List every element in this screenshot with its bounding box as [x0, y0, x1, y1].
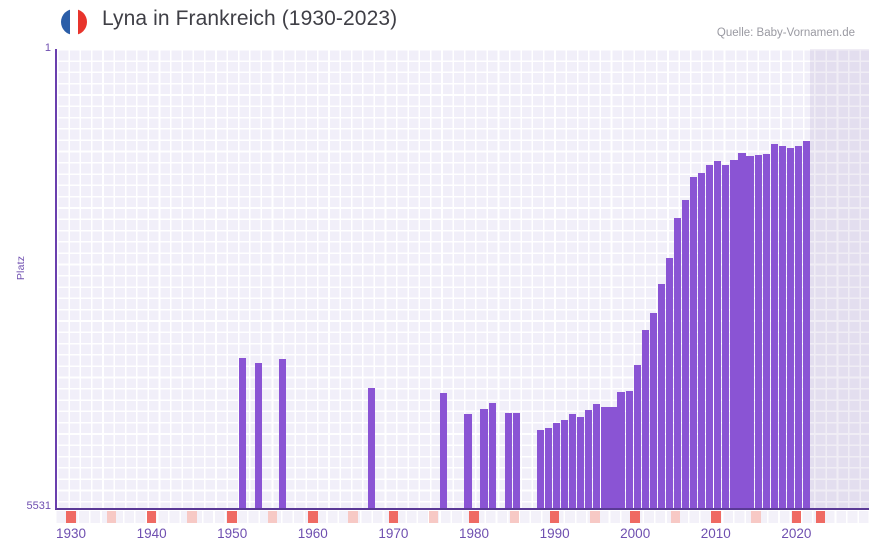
bar[interactable] [617, 391, 625, 508]
half-decade-marker [590, 511, 600, 523]
half-decade-marker [670, 511, 681, 523]
x-axis-tick-label: 1980 [458, 526, 490, 541]
bar[interactable] [722, 164, 730, 508]
bar[interactable] [657, 283, 665, 508]
bar[interactable] [238, 357, 246, 508]
france-flag-icon [61, 9, 87, 35]
x-axis-tick-label: 2000 [620, 526, 651, 541]
bar[interactable] [577, 416, 585, 508]
bar[interactable] [278, 359, 287, 508]
x-axis-tick-label: 1930 [55, 526, 87, 541]
bar[interactable] [633, 365, 641, 508]
chart-header: Lyna in Frankreich (1930-2023) Quelle: B… [0, 0, 873, 44]
half-decade-marker [348, 511, 358, 523]
bar[interactable] [440, 392, 448, 508]
half-decade-marker [751, 511, 761, 523]
shaded-future-region [810, 49, 869, 508]
y-axis-tick-bottom: 5531 [26, 500, 51, 512]
decade-marker [308, 511, 318, 523]
page-title: Lyna in Frankreich (1930-2023) [102, 7, 398, 30]
bar[interactable] [569, 413, 577, 508]
bar[interactable] [641, 330, 649, 508]
bar[interactable] [585, 409, 593, 508]
bar[interactable] [706, 165, 714, 508]
bar[interactable] [649, 313, 657, 508]
bar[interactable] [802, 141, 811, 508]
bar[interactable] [593, 403, 601, 508]
decade-marker [791, 511, 802, 523]
half-decade-marker [106, 511, 117, 523]
y-axis-tick-top: 1 [44, 42, 51, 54]
bar[interactable] [536, 430, 545, 508]
x-axis-tick-label: 1950 [217, 526, 248, 541]
x-axis-tick-label: 2010 [700, 526, 731, 541]
bar[interactable] [770, 143, 778, 508]
bar[interactable] [762, 153, 770, 508]
bar[interactable] [609, 406, 617, 508]
bar[interactable] [698, 173, 706, 508]
decade-marker [227, 511, 237, 523]
bar[interactable] [254, 363, 262, 508]
x-axis-tick-label: 1970 [378, 526, 409, 541]
bar[interactable] [561, 420, 569, 508]
source-label: Quelle: Baby-Vornamen.de [716, 27, 855, 39]
bar[interactable] [681, 200, 690, 508]
x-axis-tick-label: 2020 [781, 526, 812, 541]
decade-marker [469, 511, 479, 523]
decade-marker [815, 511, 826, 523]
bar[interactable] [553, 422, 561, 508]
bar[interactable] [738, 152, 746, 508]
bar[interactable] [601, 406, 609, 508]
half-decade-marker [187, 511, 197, 523]
plot-area [55, 49, 869, 510]
bar[interactable] [673, 217, 682, 508]
x-axis-marker-strip [55, 511, 869, 523]
x-axis-tick-label: 1990 [539, 526, 570, 541]
decade-marker [630, 511, 640, 523]
decade-marker [146, 511, 157, 523]
bar[interactable] [754, 154, 762, 508]
bar[interactable] [488, 402, 496, 508]
decade-marker [66, 511, 76, 523]
decade-marker [388, 511, 399, 523]
y-axis-title: Platz [15, 255, 27, 281]
x-axis-tick-label: 1940 [136, 526, 167, 541]
bar[interactable] [794, 145, 802, 508]
bar[interactable] [778, 145, 786, 508]
x-axis-tick-label: 1960 [297, 526, 328, 541]
bar[interactable] [480, 408, 488, 508]
bar[interactable] [504, 413, 512, 508]
decade-marker [549, 511, 560, 523]
bar[interactable] [512, 413, 520, 508]
half-decade-marker [428, 511, 439, 523]
half-decade-marker [509, 511, 520, 523]
bar[interactable] [730, 159, 738, 508]
bar[interactable] [464, 413, 472, 508]
bar[interactable] [690, 177, 698, 508]
bar[interactable] [786, 147, 794, 508]
bar[interactable] [625, 390, 633, 508]
bar[interactable] [746, 155, 754, 508]
half-decade-marker [267, 511, 278, 523]
bar[interactable] [544, 428, 553, 508]
bar[interactable] [714, 160, 722, 508]
bar[interactable] [665, 257, 674, 508]
decade-marker [711, 511, 721, 523]
bar[interactable] [367, 388, 375, 508]
